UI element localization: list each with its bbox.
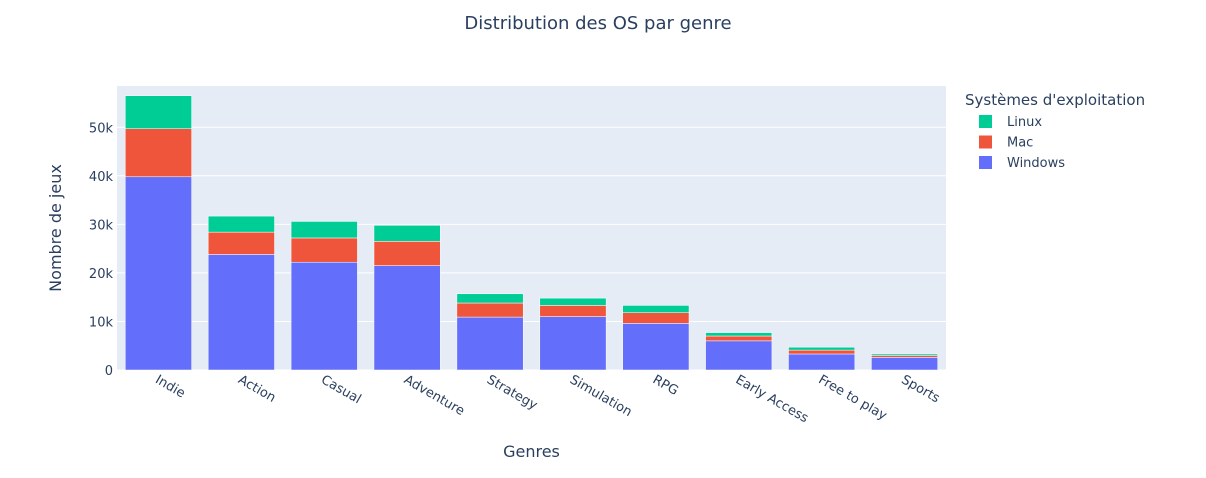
legend-label-windows[interactable]: Windows xyxy=(1007,156,1065,171)
bar-windows-adventure[interactable] xyxy=(373,265,441,371)
bar-windows-early-access[interactable] xyxy=(705,340,773,371)
legend-title: Systèmes d'exploitation xyxy=(965,91,1145,109)
y-tick-label: 20k xyxy=(89,267,114,282)
bar-linux-early-access[interactable] xyxy=(705,332,773,337)
bar-linux-indie[interactable] xyxy=(125,95,192,129)
bar-windows-free-to-play[interactable] xyxy=(788,353,856,371)
bar-linux-rpg[interactable] xyxy=(622,305,690,313)
legend-label-linux[interactable]: Linux xyxy=(1007,115,1042,130)
y-axis-ticks: 0 10k 20k 30k 40k 50k xyxy=(89,121,114,379)
bar-windows-strategy[interactable] xyxy=(456,316,524,371)
legend-swatch-windows[interactable] xyxy=(979,156,992,169)
bar-mac-free-to-play[interactable] xyxy=(788,349,856,355)
x-axis-title: Genres xyxy=(503,442,560,461)
bar-mac-simulation[interactable] xyxy=(539,305,607,317)
y-tick-label: 50k xyxy=(89,121,114,136)
bar-windows-action[interactable] xyxy=(207,254,275,371)
bar-windows-simulation[interactable] xyxy=(539,316,607,371)
bar-linux-adventure[interactable] xyxy=(373,225,441,242)
bar-linux-free-to-play[interactable] xyxy=(788,346,856,351)
bar-linux-sports[interactable] xyxy=(871,353,938,356)
bar-windows-rpg[interactable] xyxy=(622,323,690,371)
x-tick-label: Indie xyxy=(152,372,187,401)
x-tick-label: Adventure xyxy=(401,372,467,419)
legend-label-mac[interactable]: Mac xyxy=(1007,136,1033,151)
bar-mac-action[interactable] xyxy=(207,231,275,255)
bars xyxy=(125,95,938,371)
bar-mac-rpg[interactable] xyxy=(622,312,690,324)
bar-linux-simulation[interactable] xyxy=(539,297,607,306)
bar-mac-indie[interactable] xyxy=(125,128,192,178)
x-tick-label: Casual xyxy=(318,372,363,407)
x-tick-label: Strategy xyxy=(484,372,540,413)
y-tick-label: 30k xyxy=(89,218,114,233)
bar-linux-action[interactable] xyxy=(207,215,275,233)
legend-swatch-linux[interactable] xyxy=(979,115,992,128)
y-axis-title: Nombre de jeux xyxy=(46,164,65,292)
bar-mac-strategy[interactable] xyxy=(456,302,524,318)
bar-linux-strategy[interactable] xyxy=(456,293,524,304)
bar-mac-early-access[interactable] xyxy=(705,335,773,342)
x-tick-label: Sports xyxy=(899,372,943,406)
x-axis-ticks: Indie Action Casual Adventure Strategy Simula… xyxy=(152,372,942,426)
x-tick-label: RPG xyxy=(650,372,681,398)
x-tick-label: Simulation xyxy=(567,372,634,420)
legend-swatch-mac[interactable] xyxy=(979,135,992,149)
bar-linux-casual[interactable] xyxy=(290,221,358,239)
chart-title: Distribution des OS par genre xyxy=(464,13,731,34)
bar-mac-sports[interactable] xyxy=(871,355,938,358)
bar-mac-casual[interactable] xyxy=(290,237,358,263)
legend: Systèmes d'exploitation Linux Mac Windows xyxy=(965,91,1145,171)
bar-mac-adventure[interactable] xyxy=(373,241,441,266)
x-tick-label: Free to play xyxy=(816,372,890,423)
y-tick-label: 0 xyxy=(105,364,113,379)
y-tick-label: 40k xyxy=(89,170,114,185)
x-tick-label: Action xyxy=(235,372,278,405)
bar-windows-casual[interactable] xyxy=(290,261,358,371)
x-tick-label: Early Access xyxy=(733,372,811,426)
bar-windows-indie[interactable] xyxy=(125,176,192,371)
y-tick-label: 10k xyxy=(89,315,114,330)
bar-windows-sports[interactable] xyxy=(871,357,938,371)
